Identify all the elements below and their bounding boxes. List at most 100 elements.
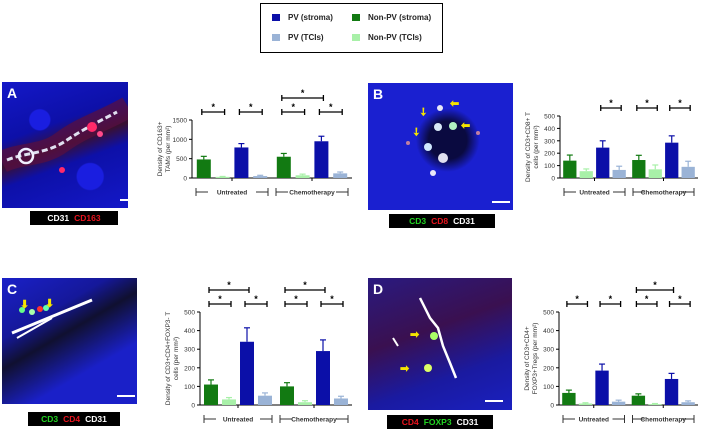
- bar-chart-svg: 0 500 1000 1500 Density of CD163+ TAMs (per m…: [157, 88, 352, 197]
- bar: [631, 395, 646, 405]
- svg-text:Untreated: Untreated: [579, 417, 609, 424]
- stain-legend-b: CD3 CD8 CD31: [389, 214, 495, 228]
- arrow-indicator: ⬇: [45, 298, 55, 310]
- svg-text:0: 0: [550, 403, 554, 410]
- svg-text:100: 100: [184, 384, 195, 391]
- svg-text:TAMs (per mm²): TAMs (per mm²): [165, 126, 172, 173]
- svg-text:0: 0: [191, 403, 195, 410]
- svg-text:*: *: [330, 294, 334, 304]
- svg-text:*: *: [211, 102, 215, 112]
- bar: [215, 176, 230, 178]
- svg-text:*: *: [249, 102, 253, 112]
- bar: [612, 169, 626, 178]
- micrograph-a: A: [2, 82, 128, 208]
- panel-label-a: A: [7, 85, 18, 101]
- bar-chart-svg: 0 100 200 300 400 500 Density of CD3+CD4+FOXP3…: [524, 280, 698, 424]
- stain-legend-c: CD3 CD4 CD31: [28, 412, 120, 426]
- stain-label: CD4: [63, 414, 81, 424]
- svg-text:100: 100: [543, 384, 554, 391]
- svg-text:cells (per mm²): cells (per mm²): [173, 337, 180, 380]
- stain-label: CD8: [431, 216, 449, 226]
- bar: [579, 171, 593, 178]
- scale-bar: [120, 199, 128, 201]
- svg-text:Chemotherapy: Chemotherapy: [640, 417, 686, 424]
- bar: [314, 141, 329, 178]
- legend-label: Non-PV (stroma): [368, 13, 432, 22]
- bar: [664, 378, 679, 405]
- bar: [234, 147, 249, 178]
- vessel-shapes: [392, 297, 458, 379]
- bar: [681, 166, 695, 178]
- bar: [276, 156, 291, 178]
- bar-chart-svg: 0 100 200 300 400 500 Density of CD3+CD4+FOXP3…: [165, 280, 352, 424]
- legend-item-nonpv-stroma: Non-PV (stroma): [352, 13, 431, 22]
- svg-text:*: *: [227, 280, 231, 290]
- bar: [611, 401, 626, 405]
- svg-text:300: 300: [544, 138, 555, 145]
- bar: [253, 176, 268, 178]
- legend-label: PV (stroma): [288, 13, 333, 22]
- bar: [578, 403, 593, 405]
- bar: [648, 404, 662, 405]
- svg-text:*: *: [218, 294, 222, 304]
- svg-text:*: *: [678, 294, 682, 304]
- bar: [333, 173, 348, 178]
- legend: PV (stroma) Non-PV (stroma) PV (TCIs) No…: [260, 3, 443, 53]
- svg-text:*: *: [653, 280, 657, 290]
- bar: [240, 341, 254, 405]
- arrow-indicator: ➡: [400, 363, 410, 375]
- bar: [563, 160, 577, 178]
- arrow-indicator: ⬅: [461, 120, 471, 132]
- svg-text:Chemotherapy: Chemotherapy: [289, 190, 335, 197]
- bar: [196, 159, 211, 178]
- svg-text:Density of CD3+CD4+: Density of CD3+CD4+: [524, 326, 531, 391]
- chart-a: 0 500 1000 1500 Density of CD163+ TAMs (per m…: [140, 80, 360, 230]
- stain-label: CD31: [47, 213, 70, 223]
- bar: [562, 392, 576, 405]
- chart-c: 0 100 200 300 400 500 Density of CD3+CD4+FOXP3…: [145, 262, 360, 434]
- svg-text:cells (per mm²): cells (per mm²): [533, 125, 540, 168]
- svg-text:200: 200: [184, 365, 195, 372]
- stain-label: CD31: [85, 414, 107, 424]
- stain-label: CD3: [41, 414, 59, 424]
- svg-text:300: 300: [184, 347, 195, 354]
- svg-text:Untreated: Untreated: [217, 190, 247, 197]
- svg-text:400: 400: [184, 328, 195, 335]
- bar: [316, 351, 330, 405]
- scale-bar: [485, 400, 503, 402]
- bar: [681, 402, 695, 405]
- arrow-indicator: ⬇: [20, 299, 30, 311]
- svg-text:500: 500: [176, 156, 187, 163]
- bar: [632, 160, 646, 178]
- svg-text:*: *: [291, 102, 295, 112]
- panel-label-c: C: [7, 281, 18, 297]
- bar: [280, 386, 294, 405]
- bar: [295, 175, 310, 178]
- chart-d: 0 100 200 300 400 500 Density of CD3+CD4+ FOXP3…: [515, 262, 706, 434]
- legend-label: Non-PV (TCIs): [368, 33, 422, 42]
- bar: [258, 395, 272, 405]
- svg-text:Chemotherapy: Chemotherapy: [291, 417, 337, 424]
- svg-text:100: 100: [544, 163, 555, 170]
- stain-label: CD31: [453, 216, 475, 226]
- svg-text:500: 500: [544, 114, 555, 121]
- legend-item-pv-stroma: PV (stroma): [272, 13, 333, 22]
- scale-bar: [117, 395, 135, 397]
- svg-text:Density of CD3+CD8+ T: Density of CD3+CD8+ T: [525, 112, 532, 182]
- panel-label-d: D: [373, 281, 384, 297]
- bar: [648, 169, 662, 178]
- legend-item-nonpv-tcis: Non-PV (TCIs): [352, 33, 422, 42]
- arrow-indicator: ⬅: [450, 98, 460, 110]
- legend-swatch: [272, 34, 280, 41]
- svg-text:200: 200: [544, 151, 555, 158]
- cell-shapes: [406, 105, 480, 176]
- panel-label-b: B: [373, 86, 384, 102]
- stain-label: CD31: [456, 417, 479, 427]
- stain-legend-d: CD4 FOXP3 CD31: [387, 415, 493, 429]
- legend-swatch: [352, 34, 360, 41]
- micrograph-b: B: [368, 83, 513, 210]
- svg-text:*: *: [645, 294, 649, 304]
- stain-label: CD4: [401, 417, 419, 427]
- svg-text:*: *: [609, 294, 613, 304]
